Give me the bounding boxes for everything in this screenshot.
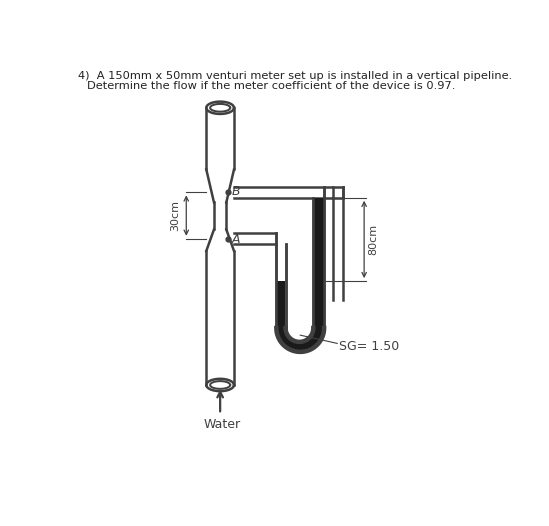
Text: A: A xyxy=(232,233,240,246)
Text: 80cm: 80cm xyxy=(368,224,378,255)
Text: SG= 1.50: SG= 1.50 xyxy=(339,340,399,353)
Text: Water: Water xyxy=(204,418,241,431)
Text: 30cm: 30cm xyxy=(170,200,180,231)
Text: B: B xyxy=(232,185,240,198)
Text: Determine the flow if the meter coefficient of the device is 0.97.: Determine the flow if the meter coeffici… xyxy=(87,81,455,91)
Text: 4)  A 150mm x 50mm venturi meter set up is installed in a vertical pipeline.: 4) A 150mm x 50mm venturi meter set up i… xyxy=(78,71,512,81)
Polygon shape xyxy=(313,198,324,328)
Polygon shape xyxy=(276,328,324,352)
Polygon shape xyxy=(277,281,285,328)
